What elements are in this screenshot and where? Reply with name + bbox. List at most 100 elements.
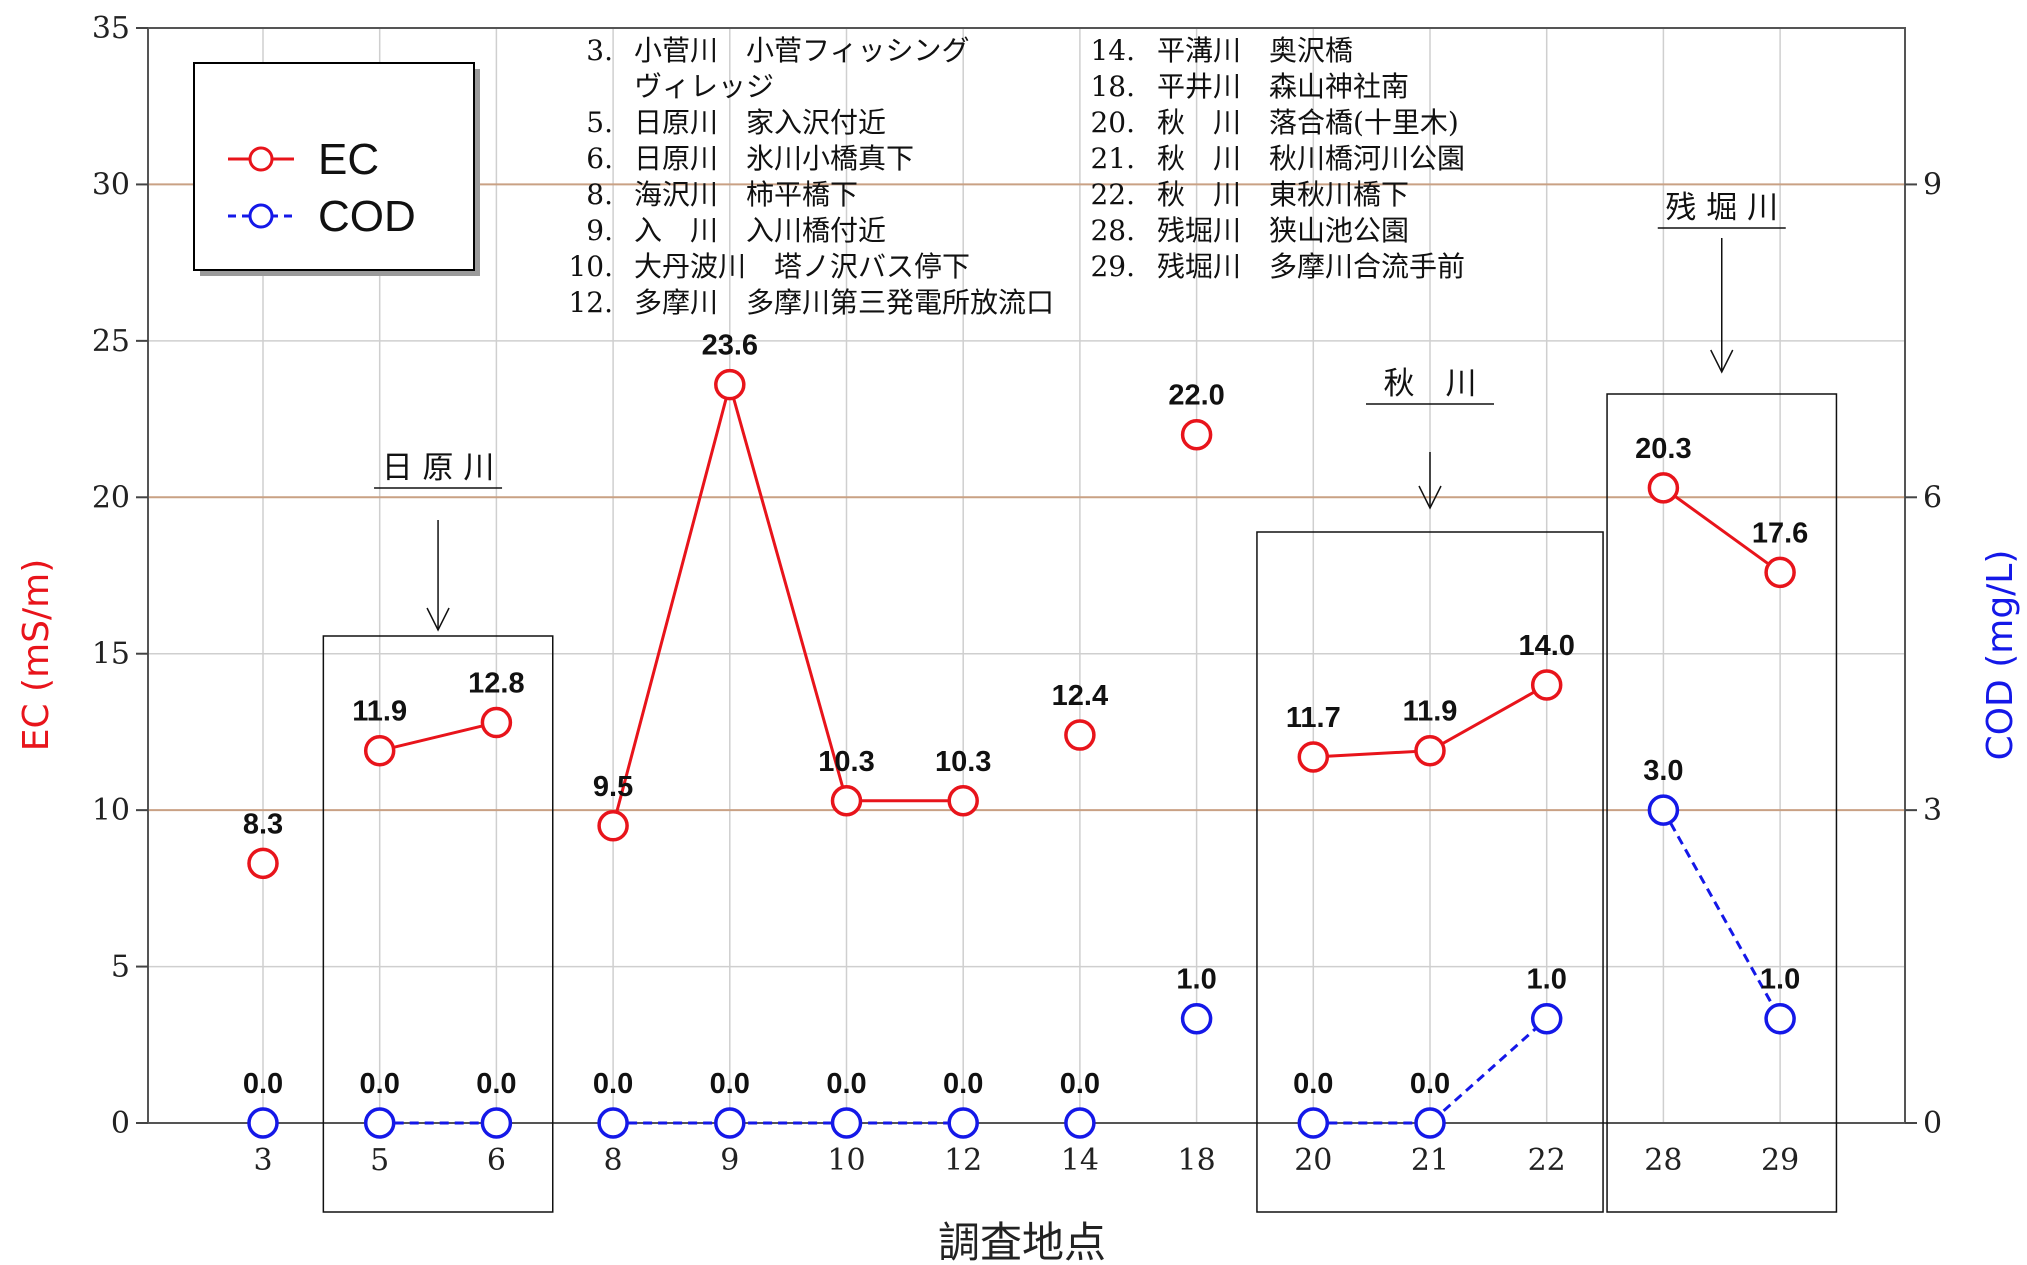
data-label-cod: 0.0 bbox=[360, 1068, 400, 1100]
series-line-ec bbox=[1662, 486, 1781, 574]
plot-border bbox=[147, 27, 1906, 1124]
data-point-ec bbox=[247, 847, 279, 880]
x-tick-label: 12 bbox=[944, 1143, 982, 1178]
series-line-ec bbox=[379, 721, 497, 753]
data-label-ec: 12.8 bbox=[468, 668, 524, 700]
note-number: 3. bbox=[586, 34, 613, 67]
group-boxes: 日 原 川 秋 川 残 堀 川 bbox=[322, 190, 1838, 1213]
legend-ec-label: EC bbox=[318, 135, 379, 184]
y-left-tick-label: 15 bbox=[92, 637, 130, 672]
note-number: 8. bbox=[586, 178, 613, 211]
x-tick-label: 18 bbox=[1178, 1143, 1216, 1178]
data-point-ec bbox=[1647, 472, 1680, 504]
group-arrow-head bbox=[1710, 349, 1734, 374]
y-axis-right-title: COD (mg/L) bbox=[1980, 550, 2021, 761]
x-tick-label: 10 bbox=[827, 1143, 865, 1178]
data-point-cod bbox=[363, 1107, 396, 1139]
data-point-cod bbox=[947, 1107, 979, 1139]
x-tick-label: 3 bbox=[253, 1143, 272, 1178]
x-tick-label: 29 bbox=[1761, 1143, 1799, 1178]
data-label-ec: 10.3 bbox=[935, 746, 991, 778]
note-text: 残堀川 多摩川合流手前 bbox=[1157, 250, 1465, 283]
group-arrow-head bbox=[426, 607, 450, 632]
y-axis-left-title: EC (mS/m) bbox=[16, 559, 57, 752]
data-point-cod bbox=[247, 1107, 279, 1139]
data-point-ec bbox=[1180, 418, 1213, 451]
y-right-tick-label: 6 bbox=[1923, 480, 1942, 515]
note-number: 6. bbox=[586, 142, 613, 175]
legend-ec-marker bbox=[248, 146, 274, 172]
x-tick-label: 6 bbox=[487, 1143, 506, 1178]
y-axis-left-ticks: 0 5 10 15 20 25 30 35 bbox=[92, 11, 148, 1141]
data-label-ec: 14.0 bbox=[1518, 630, 1574, 662]
data-label-cod: 1.0 bbox=[1760, 964, 1800, 996]
note-text: 平溝川 奥沢橋 bbox=[1157, 34, 1353, 67]
y-right-tick-label: 0 bbox=[1923, 1106, 1942, 1141]
data-label-ec: 22.0 bbox=[1168, 380, 1224, 412]
data-point-ec bbox=[714, 368, 746, 401]
note-text: 多摩川 多摩川第三発電所放流口 bbox=[634, 286, 1054, 319]
data-label-ec: 11.9 bbox=[1403, 696, 1458, 728]
data-point-ec bbox=[947, 785, 979, 817]
group-label: 秋 川 bbox=[1384, 366, 1477, 402]
note-number: 29. bbox=[1090, 250, 1135, 283]
note-text: 残堀川 狭山池公園 bbox=[1157, 214, 1409, 247]
note-number: 28. bbox=[1090, 214, 1135, 247]
data-point-ec bbox=[1530, 669, 1563, 701]
legend-cod-label: COD bbox=[318, 192, 416, 241]
note-text: 秋 川 秋川橋河川公園 bbox=[1157, 142, 1465, 175]
data-point-cod bbox=[1180, 1002, 1213, 1035]
legend-box bbox=[193, 62, 475, 271]
group-box bbox=[322, 635, 554, 1213]
legend: EC COD bbox=[193, 62, 480, 276]
note-number: 12. bbox=[568, 286, 613, 319]
data-label-cod: 0.0 bbox=[1060, 1068, 1100, 1100]
data-label-cod: 3.0 bbox=[1643, 755, 1683, 787]
data-point-cod bbox=[1414, 1107, 1446, 1139]
data-label-cod: 0.0 bbox=[593, 1068, 633, 1100]
data-label-ec: 11.9 bbox=[352, 696, 407, 728]
note-text: 入 川 入川橋付近 bbox=[634, 214, 886, 247]
y-axis-right-ticks: 0 3 6 9 bbox=[1905, 167, 1942, 1141]
data-label-ec: 8.3 bbox=[243, 808, 283, 840]
data-label-cod: 1.0 bbox=[1527, 964, 1567, 996]
x-tick-label: 22 bbox=[1528, 1143, 1566, 1178]
data-label-ec: 23.6 bbox=[702, 330, 758, 362]
y-right-tick-label: 3 bbox=[1923, 793, 1942, 828]
data-point-ec bbox=[1064, 719, 1096, 751]
data-point-cod bbox=[1530, 1002, 1563, 1035]
x-tick-label: 14 bbox=[1061, 1143, 1099, 1178]
y-left-tick-label: 0 bbox=[111, 1106, 130, 1141]
x-tick-label: 9 bbox=[720, 1143, 739, 1178]
note-text: 日原川 氷川小橋真下 bbox=[634, 142, 914, 175]
series-line-ec bbox=[611, 378, 964, 827]
x-tick-label: 8 bbox=[604, 1143, 623, 1178]
data-point-cod bbox=[830, 1107, 863, 1139]
x-tick-label: 28 bbox=[1644, 1143, 1682, 1178]
y-left-tick-label: 35 bbox=[92, 11, 130, 46]
data-point-ec bbox=[1297, 741, 1330, 773]
legend-cod-marker bbox=[248, 203, 274, 229]
data-label-cod: 0.0 bbox=[826, 1068, 866, 1100]
x-tick-label: 20 bbox=[1294, 1143, 1332, 1178]
note-number: 20. bbox=[1090, 106, 1135, 139]
group-label: 日 原 川 bbox=[382, 450, 495, 486]
note-text: 秋 川 東秋川橋下 bbox=[1157, 178, 1409, 211]
data-point-cod bbox=[1064, 1107, 1096, 1139]
data-label-cod: 0.0 bbox=[943, 1068, 983, 1100]
note-text: 秋 川 落合橋(十里木) bbox=[1157, 106, 1459, 139]
x-tick-label: 21 bbox=[1411, 1143, 1449, 1178]
data-label-cod: 0.0 bbox=[1410, 1068, 1450, 1100]
data-point-ec bbox=[830, 785, 863, 817]
plot-frame bbox=[147, 27, 1906, 1124]
data-label-cod: 1.0 bbox=[1176, 964, 1216, 996]
group-box bbox=[1606, 393, 1838, 1213]
note-text: 日原川 家入沢付近 bbox=[634, 106, 886, 139]
note-number: 9. bbox=[586, 214, 613, 247]
data-point-ec bbox=[1764, 556, 1796, 589]
y-left-tick-label: 25 bbox=[92, 324, 130, 359]
data-point-cod bbox=[1647, 794, 1680, 826]
series-line-cod bbox=[1662, 809, 1782, 1020]
